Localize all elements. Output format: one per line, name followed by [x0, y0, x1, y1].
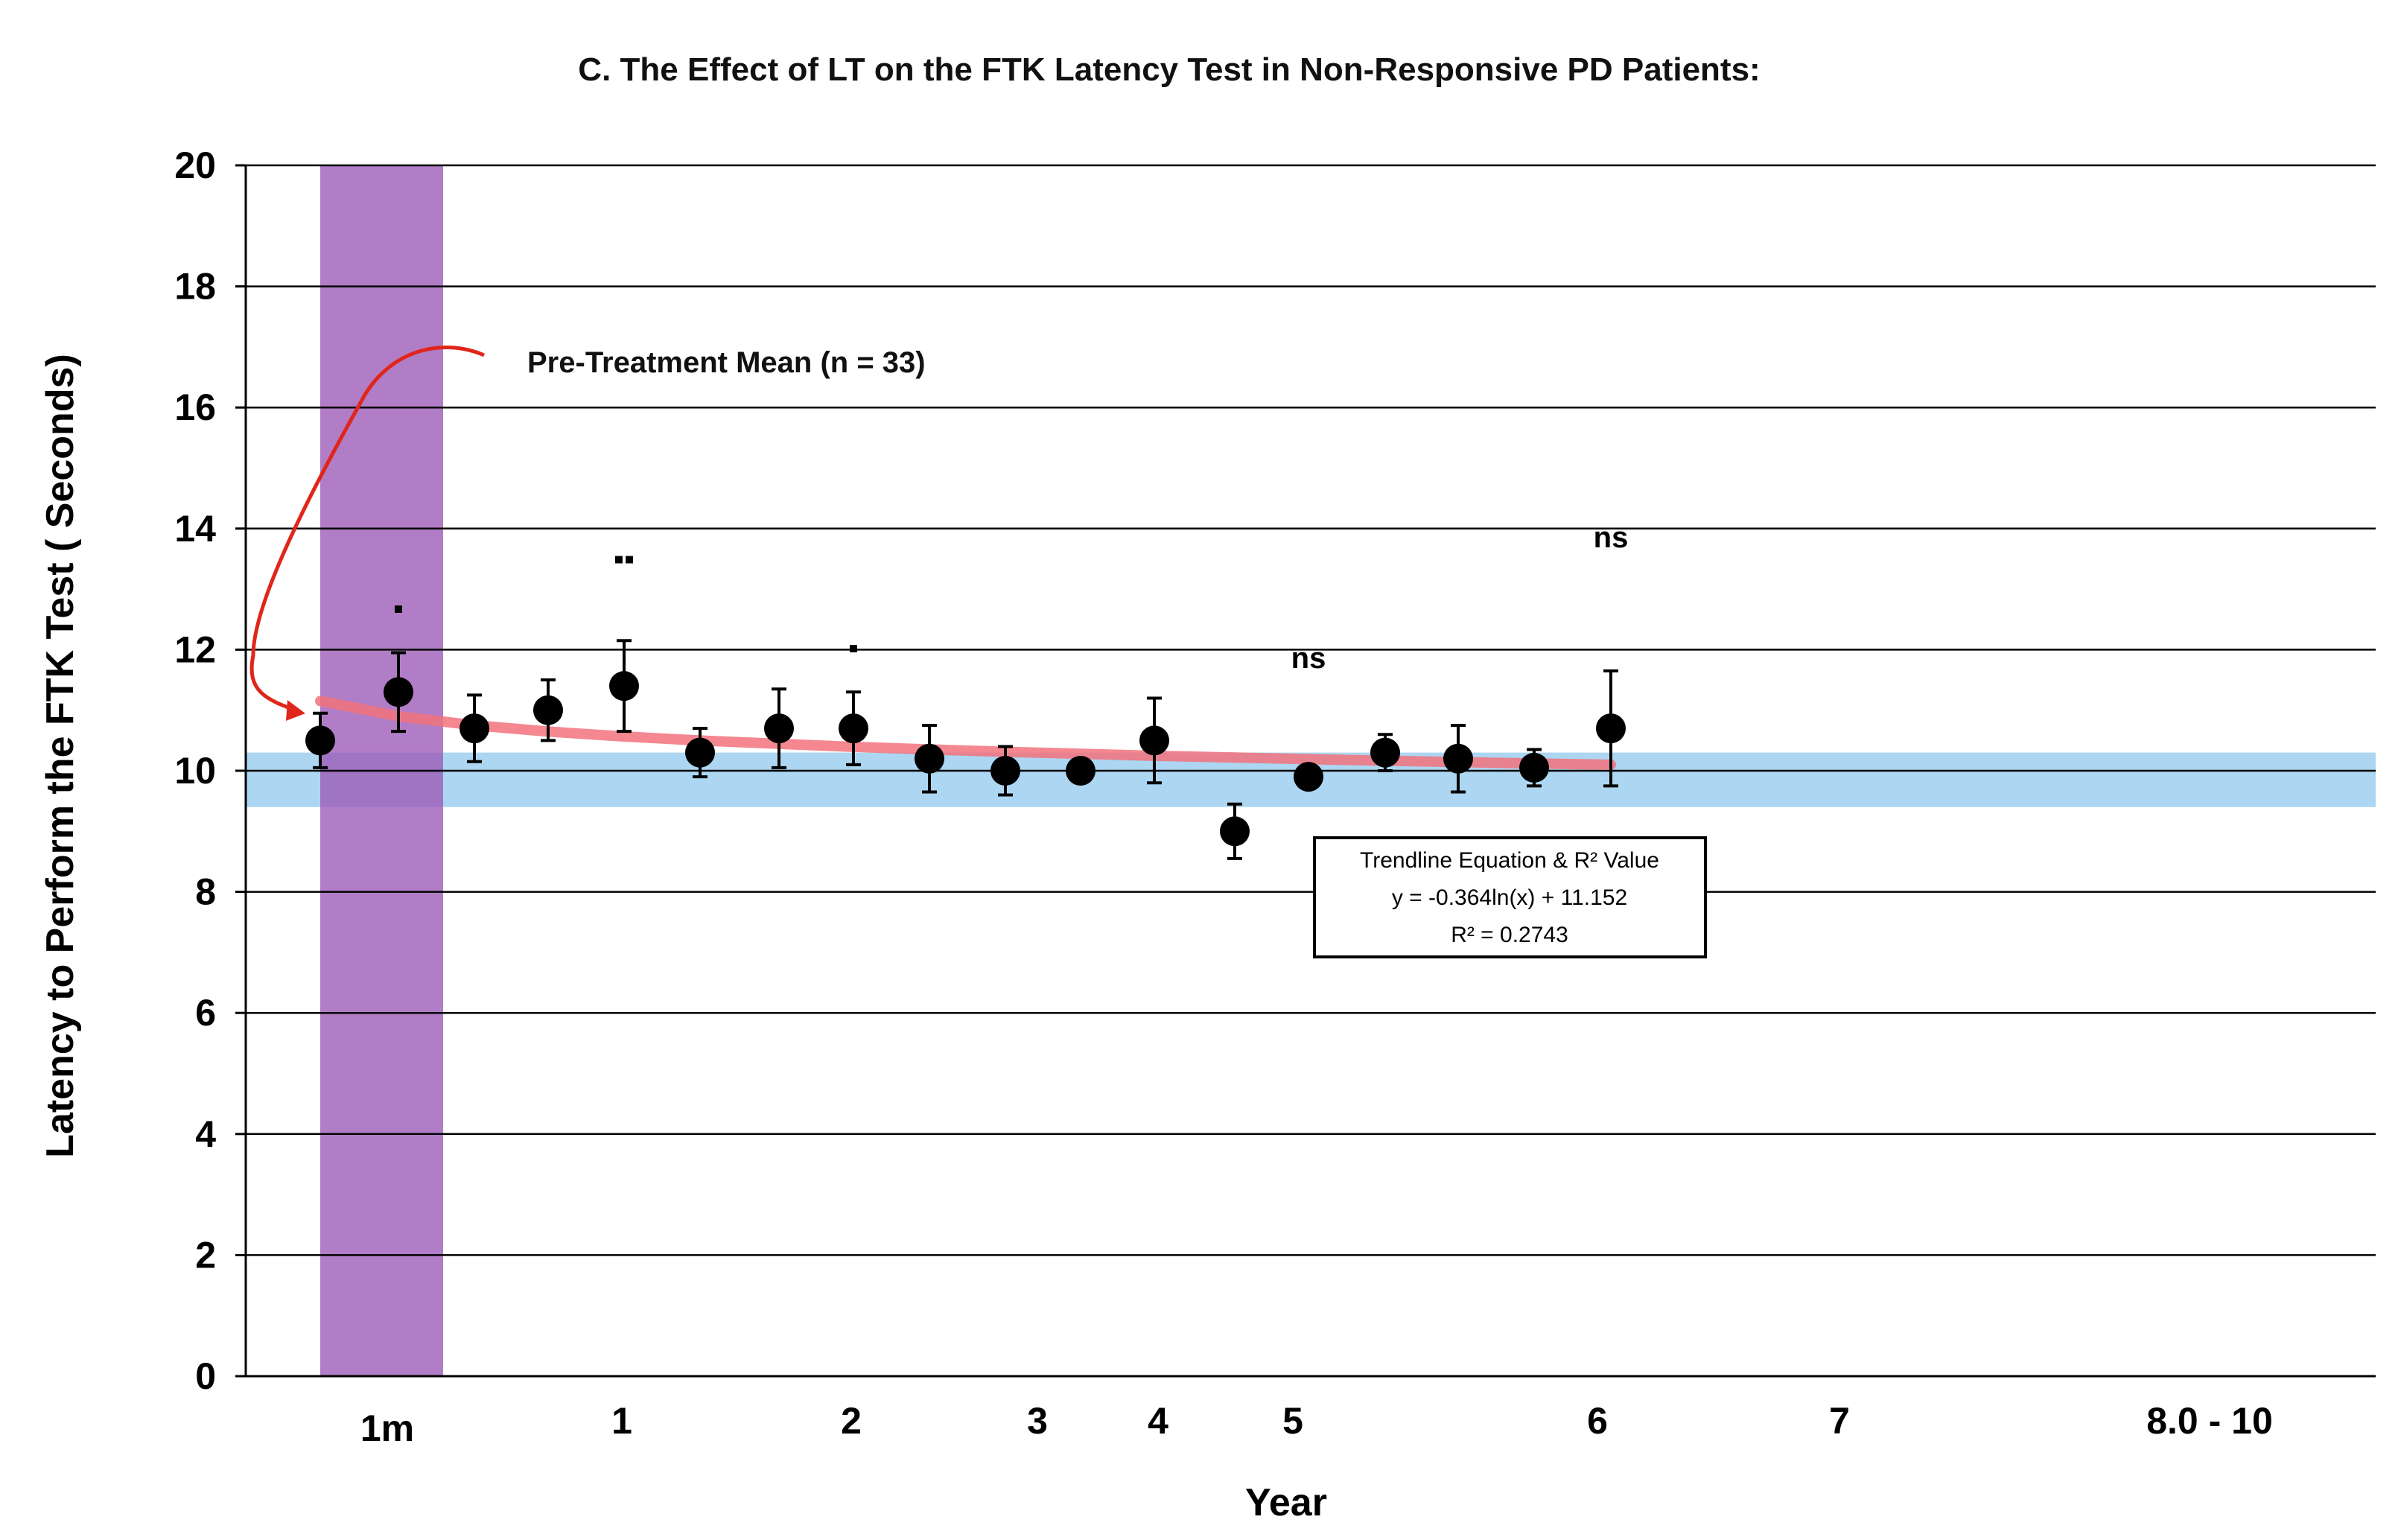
data-point: [1294, 762, 1323, 792]
data-point: [839, 713, 868, 744]
y-tick-label: 16: [174, 386, 216, 428]
data-point-group: [685, 727, 715, 779]
pretreatment-mean-label: Pre-Treatment Mean (n = 33): [527, 346, 926, 379]
x-tick-label: 2: [841, 1400, 862, 1442]
data-point-group: [609, 639, 639, 734]
y-tick-label: 8: [195, 871, 216, 913]
data-point: [685, 737, 715, 768]
data-point-group: [839, 690, 868, 766]
y-tick-label: 14: [174, 508, 216, 550]
data-point-group: [990, 745, 1020, 797]
data-point: [1596, 713, 1626, 744]
significance-marker: ▪: [848, 631, 859, 664]
x-tick-label: 3: [1027, 1400, 1048, 1442]
data-point: [459, 713, 489, 744]
data-point-group: [915, 724, 944, 794]
data-point-group: [305, 711, 335, 769]
data-point-group: [1066, 756, 1095, 786]
trendline-equation-box: Trendline Equation & R² Value y = -0.364…: [1313, 836, 1707, 958]
data-point-group: [1294, 762, 1323, 792]
y-tick-label: 0: [195, 1355, 216, 1397]
data-point: [1370, 737, 1400, 768]
data-point: [533, 695, 563, 725]
data-point-group: [1370, 733, 1400, 772]
data-point: [764, 713, 794, 744]
y-tick-label: 2: [195, 1234, 216, 1276]
y-tick-label: 10: [174, 750, 216, 792]
data-point: [915, 743, 944, 774]
y-axis-label: Latency to Perform the FTK Test ( Second…: [39, 354, 82, 1158]
significance-marker: ▪: [393, 592, 404, 625]
y-tick-label: 12: [174, 629, 216, 670]
x-tick-label: 7: [1829, 1400, 1850, 1442]
x-tick-label: 5: [1282, 1400, 1303, 1442]
x-axis-label: Year: [1245, 1481, 1327, 1524]
data-point-group: [1139, 696, 1169, 785]
x-tick-label: 4: [1148, 1400, 1168, 1442]
x-tick-label: 8.0 - 10: [2146, 1400, 2273, 1442]
data-point-group: [384, 651, 413, 734]
data-point: [1066, 756, 1095, 786]
significance-marker: ns: [1291, 642, 1326, 675]
significance-marker: ▪▪: [614, 543, 635, 576]
data-point-group: [1596, 669, 1626, 788]
y-tick-label: 18: [174, 266, 216, 308]
x-tick-label: 6: [1587, 1400, 1608, 1442]
data-point-group: [1220, 802, 1250, 860]
data-point: [1443, 743, 1473, 774]
data-point-group: [459, 693, 489, 763]
data-point: [1139, 725, 1169, 756]
trendline-box-title: Trendline Equation & R² Value: [1360, 848, 1659, 873]
significance-marker: ns: [1594, 521, 1629, 554]
pretreatment-arrow: [249, 346, 486, 713]
data-point-group: [533, 678, 563, 742]
x-tick-label: 1m: [360, 1407, 414, 1449]
trendline-equation: y = -0.364ln(x) + 11.152: [1392, 885, 1627, 910]
y-tick-label: 20: [174, 144, 216, 186]
y-tick-label: 6: [195, 992, 216, 1034]
data-point: [609, 671, 639, 701]
x-tick-label: 1: [611, 1400, 632, 1442]
trendline-box-frame: [1313, 836, 1707, 958]
trendline-r2: R² = 0.2743: [1451, 923, 1568, 947]
data-point-group: [764, 687, 794, 769]
chart-title: C. The Effect of LT on the FTK Latency T…: [578, 51, 1760, 88]
data-point: [1220, 816, 1250, 847]
data-point: [305, 725, 335, 756]
pretreatment-arrowhead: [286, 700, 305, 721]
data-point: [384, 677, 413, 707]
data-point: [1519, 752, 1549, 783]
data-point-group: [1443, 724, 1473, 794]
data-point: [990, 756, 1020, 786]
data-point-group: [1519, 748, 1549, 788]
y-tick-label: 4: [195, 1113, 216, 1155]
